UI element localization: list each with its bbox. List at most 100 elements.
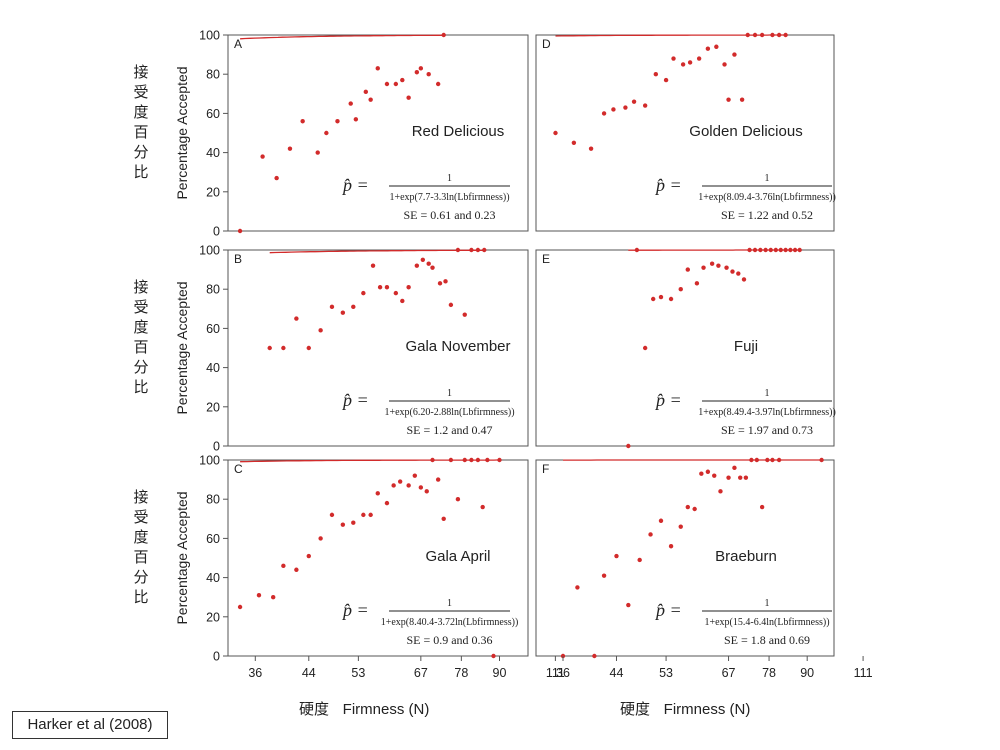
panel-c-data-point bbox=[469, 457, 474, 463]
panel-b-data-point bbox=[306, 345, 311, 351]
panel-b-data-point bbox=[430, 265, 435, 270]
panel-c-ytick-label: 0 bbox=[213, 650, 220, 664]
row2-ylabel-cjk-char: 百 bbox=[133, 338, 148, 356]
panel-f-formula-num: 1 bbox=[765, 598, 770, 609]
row3-ylabel-cjk-char: 接 bbox=[133, 488, 148, 506]
panel-b-letter: B bbox=[234, 252, 242, 266]
panel-b-data-point bbox=[455, 247, 461, 253]
panel-c-data-point bbox=[412, 473, 418, 478]
panel-a-title: Red Delicious bbox=[412, 123, 505, 140]
panel-f-data-point bbox=[749, 457, 754, 463]
panel-a-frame bbox=[227, 34, 529, 232]
panel-a-data-point bbox=[406, 95, 411, 100]
row2-ylabel-cjk-char: 分 bbox=[133, 358, 148, 376]
panel-e-data-point bbox=[747, 247, 752, 253]
panel-e-data-point bbox=[658, 294, 664, 300]
panel-b-data-point bbox=[414, 263, 420, 268]
panel-f-data-point bbox=[601, 573, 607, 578]
panel-d-formula-lhs: p̂ = bbox=[654, 175, 682, 195]
panel-c-data-point bbox=[391, 483, 396, 488]
col2-xlabel-cjk: 硬度 bbox=[620, 700, 650, 718]
panel-c-data-point bbox=[368, 512, 373, 518]
col2-xtick-label: 44 bbox=[610, 666, 624, 680]
panel-d-data-point bbox=[745, 32, 750, 38]
panel-e-data-point bbox=[685, 267, 690, 272]
row3-ylabel-cjk-char: 受 bbox=[133, 508, 148, 526]
panel-a-ytick-label: 0 bbox=[213, 225, 220, 239]
panel-b-ytick-label: 20 bbox=[206, 400, 220, 414]
panel-b-data-point bbox=[267, 345, 272, 351]
panel-e-data-point bbox=[724, 265, 729, 270]
panel-a-data-point bbox=[375, 66, 380, 71]
panel-e-data-point bbox=[783, 247, 788, 253]
citation-box: Harker et al (2008) bbox=[12, 711, 168, 739]
panel-c-data-point bbox=[475, 457, 481, 463]
panel-c-data-point bbox=[491, 653, 496, 659]
panel-f-data-point bbox=[668, 544, 674, 549]
panel-b-data-point bbox=[393, 290, 399, 296]
panel-a-data-point bbox=[426, 72, 431, 77]
panel-b-fit-curve bbox=[269, 249, 485, 254]
panel-c-formula-den: 1+exp(8.40.4-3.72ln(Lbfirmness)) bbox=[381, 617, 519, 628]
panel-a-letter: A bbox=[234, 37, 242, 51]
panel-e-data-point bbox=[773, 247, 779, 253]
panel-e-se: SE = 1.97 and 0.73 bbox=[721, 423, 813, 437]
panel-c-ytick-label: 80 bbox=[206, 493, 220, 507]
panel-c-data-point bbox=[281, 563, 286, 569]
panel-c-data-point bbox=[497, 457, 502, 463]
panel-c-formula-lhs: p̂ = bbox=[341, 600, 369, 620]
row2-ylabel-cjk-char: 接 bbox=[133, 278, 148, 296]
col2-xtick-label: 36 bbox=[556, 666, 570, 680]
panel-d-data-point bbox=[653, 72, 659, 77]
panel-f-data-point bbox=[765, 457, 770, 463]
panel-b-data-point bbox=[482, 247, 487, 253]
panel-f-formula-lhs: p̂ = bbox=[654, 600, 682, 620]
panel-d-data-point bbox=[611, 107, 616, 112]
panel-a-ytick-label: 40 bbox=[206, 146, 220, 160]
panel-a-data-point bbox=[393, 81, 399, 87]
panel-e-data-point bbox=[752, 247, 758, 253]
col1-xtick-label: 90 bbox=[493, 666, 507, 680]
panel-b-ytick-label: 80 bbox=[206, 283, 220, 297]
panel-b-ytick-label: 0 bbox=[213, 440, 220, 454]
panel-c-data-point bbox=[441, 516, 446, 521]
panel-d-data-point bbox=[726, 97, 731, 102]
col2-xtick-label: 53 bbox=[659, 666, 673, 680]
panel-f-data-point bbox=[692, 506, 697, 512]
panel-d-data-point bbox=[687, 60, 693, 65]
panel-f-letter: F bbox=[542, 462, 549, 476]
panel-a-data-point bbox=[335, 119, 340, 124]
panel-b-data-point bbox=[448, 302, 454, 308]
panel-e-data-point bbox=[792, 247, 798, 253]
panel-e-data-point bbox=[788, 247, 793, 253]
row3-ylabel-cjk-char: 比 bbox=[133, 588, 148, 606]
panel-c-ytick-label: 20 bbox=[206, 610, 220, 624]
panel-d-data-point bbox=[739, 97, 745, 102]
panel-a-data-point bbox=[237, 228, 243, 234]
panel-f-data-point bbox=[699, 471, 704, 476]
col2-xtick-label: 111 bbox=[854, 666, 873, 680]
col2-xlabel: Firmness (N) bbox=[664, 701, 751, 718]
panel-d-data-point bbox=[680, 62, 686, 67]
panel-f-se: SE = 1.8 and 0.69 bbox=[724, 633, 810, 647]
panel-d-data-point bbox=[623, 105, 628, 110]
panel-a-se: SE = 0.61 and 0.23 bbox=[403, 208, 495, 222]
panel-a-data-point bbox=[324, 130, 329, 136]
panel-b-data-point bbox=[400, 298, 405, 304]
panel-d-data-point bbox=[571, 140, 577, 145]
col1-xtick-label: 44 bbox=[302, 666, 316, 680]
panel-f-data-point bbox=[718, 489, 723, 494]
panel-a-data-point bbox=[260, 154, 265, 159]
panel-b-data-point bbox=[475, 247, 481, 253]
col1-xlabel: Firmness (N) bbox=[343, 701, 430, 718]
panel-f-data-point bbox=[678, 524, 683, 529]
panel-a-data-point bbox=[287, 146, 293, 151]
panel-c-title: Gala April bbox=[425, 548, 490, 565]
panel-b-se: SE = 1.2 and 0.47 bbox=[406, 423, 492, 437]
panel-a-data-point bbox=[363, 89, 369, 95]
col1-xlabel-cjk: 硬度 bbox=[299, 700, 329, 718]
panel-c-data-point bbox=[485, 457, 490, 463]
panel-d-letter: D bbox=[542, 37, 551, 51]
panel-a-ytick-label: 60 bbox=[206, 107, 220, 121]
